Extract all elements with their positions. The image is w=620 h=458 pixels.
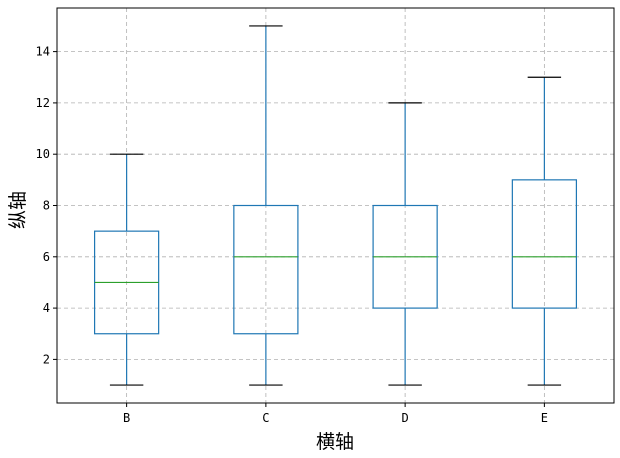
x-tick-label: E <box>541 411 548 425</box>
x-tick-label: C <box>262 411 269 425</box>
box-D <box>372 102 438 386</box>
x-axis-label: 横轴 <box>316 431 354 453</box>
y-tick-label: 2 <box>43 352 50 366</box>
y-axis-ticks: 2 4 6 8 10 12 14 <box>36 45 57 366</box>
y-tick-label: 10 <box>36 147 50 161</box>
box-C <box>233 25 299 386</box>
y-tick-label: 6 <box>43 250 50 264</box>
iqr-box <box>233 204 299 335</box>
y-axis-label: 纵轴 <box>7 191 29 229</box>
x-axis-ticks: B C D E <box>123 403 548 425</box>
y-tick-label: 4 <box>43 301 50 315</box>
y-tick-label: 14 <box>36 45 50 59</box>
boxes <box>93 25 578 386</box>
plot-area <box>57 8 614 403</box>
x-tick-label: B <box>123 411 130 425</box>
y-tick-label: 8 <box>43 199 50 213</box>
y-tick-label: 12 <box>36 96 50 110</box>
x-tick-label: D <box>402 411 409 425</box>
box-B <box>93 153 160 386</box>
iqr-box <box>511 179 578 309</box>
box-E <box>511 76 578 386</box>
